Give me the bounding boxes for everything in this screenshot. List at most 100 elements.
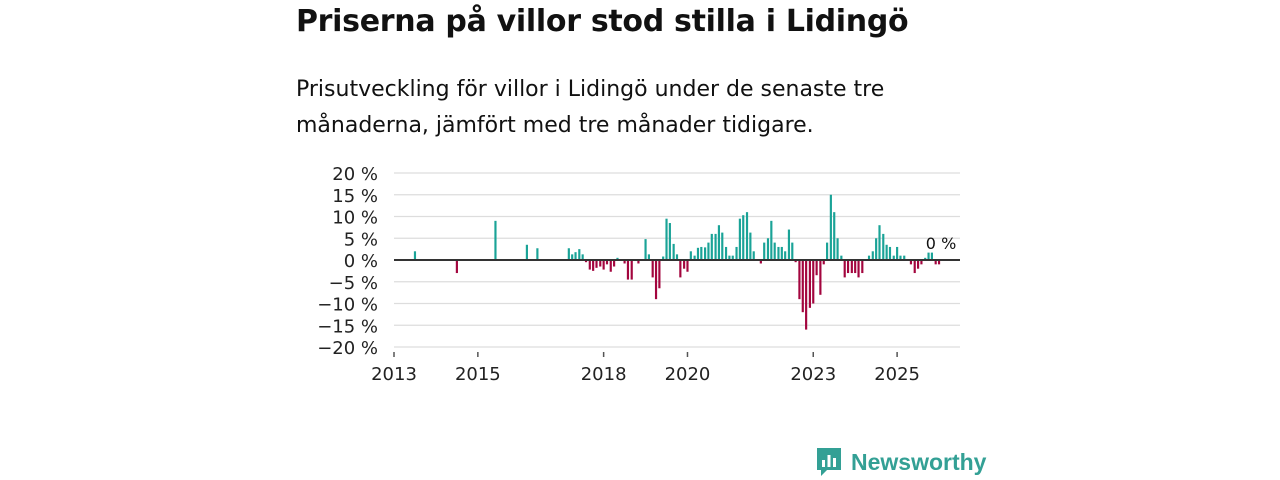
- bar: [805, 260, 808, 330]
- bar: [766, 238, 770, 260]
- bar: [630, 260, 633, 280]
- bar: [798, 260, 801, 300]
- bar: [735, 246, 738, 260]
- bar: [704, 247, 707, 260]
- bar: [808, 260, 811, 308]
- newsworthy-logo: Newsworthy: [815, 446, 986, 478]
- bar: [826, 242, 829, 260]
- x-tick-label: 2025: [874, 364, 920, 385]
- bar: [455, 260, 458, 274]
- y-tick-label: −20 %: [317, 338, 378, 359]
- bar: [903, 255, 906, 260]
- bar: [794, 260, 797, 263]
- x-axis: 2013 2015 2018 2020 2023 2025: [371, 352, 920, 385]
- gridlines: [394, 172, 960, 348]
- bar: [683, 260, 686, 269]
- y-tick-label: 0 %: [344, 251, 378, 272]
- bar: [763, 242, 766, 260]
- bar: [707, 242, 710, 260]
- bar: [738, 218, 741, 260]
- bar: [924, 257, 927, 260]
- price-change-chart: 20 %15 %10 %5 %0 %−5 %−10 %−15 %−20 % 20…: [317, 164, 960, 385]
- bar: [595, 260, 598, 268]
- bar: [654, 260, 658, 300]
- bar: [861, 260, 864, 274]
- bar: [742, 215, 745, 260]
- bar: [934, 260, 937, 265]
- bar: [578, 249, 581, 260]
- bar: [896, 246, 899, 260]
- bar: [777, 246, 780, 260]
- bar: [689, 251, 692, 260]
- bar: [637, 260, 640, 264]
- chart-subtitle: Prisutveckling för villor i Lidingö unde…: [296, 77, 885, 138]
- bar: [413, 251, 417, 260]
- bar: [602, 260, 605, 270]
- bar: [571, 254, 574, 260]
- bars: [413, 194, 941, 330]
- bar: [700, 246, 703, 260]
- newsworthy-logo-icon: [817, 448, 841, 476]
- bar: [494, 220, 497, 260]
- bar: [567, 248, 570, 260]
- bar: [927, 252, 930, 260]
- bar: [913, 260, 916, 274]
- bar: [724, 246, 728, 260]
- bar: [850, 260, 853, 274]
- bar: [574, 252, 577, 260]
- bar: [675, 254, 679, 260]
- bar: [626, 260, 630, 280]
- bar: [822, 260, 825, 265]
- bar: [644, 239, 647, 260]
- bar: [584, 260, 588, 263]
- bar: [791, 242, 794, 260]
- bar: [647, 254, 650, 260]
- bar: [759, 260, 762, 264]
- x-tick-label: 2023: [790, 364, 836, 385]
- bar: [836, 238, 839, 260]
- bar: [843, 260, 846, 278]
- bar: [899, 255, 902, 260]
- bar: [892, 255, 895, 260]
- bar: [888, 246, 892, 260]
- y-tick-label: 15 %: [332, 186, 378, 207]
- bar: [686, 260, 689, 272]
- bar: [846, 260, 850, 274]
- bar: [752, 251, 755, 260]
- bar: [605, 260, 609, 265]
- bar: [581, 254, 584, 260]
- bar: [916, 260, 920, 269]
- bar: [668, 223, 671, 260]
- bar: [616, 257, 619, 260]
- bar: [833, 212, 836, 260]
- bar: [714, 233, 717, 260]
- x-tick-label: 2018: [581, 364, 627, 385]
- bar: [930, 252, 933, 260]
- bar: [812, 260, 815, 304]
- bar: [801, 260, 804, 313]
- bar: [696, 247, 700, 260]
- x-tick-label: 2020: [665, 364, 711, 385]
- y-axis-labels: 20 %15 %10 %5 %0 %−5 %−10 %−15 %−20 %: [317, 164, 378, 359]
- bar: [920, 260, 923, 265]
- bar: [658, 260, 661, 289]
- bar: [651, 260, 654, 278]
- bar: [749, 232, 752, 260]
- bar: [829, 194, 832, 260]
- y-tick-label: 10 %: [332, 208, 378, 229]
- chart-title: Priserna på villor stod stilla i Lidingö: [296, 4, 909, 39]
- bar: [662, 256, 665, 260]
- bar: [745, 212, 749, 260]
- bar: [588, 260, 591, 270]
- bar: [871, 251, 874, 260]
- bar: [693, 255, 696, 260]
- bar: [679, 260, 682, 278]
- bar: [609, 260, 612, 272]
- bar: [857, 260, 860, 278]
- brand-name: Newsworthy: [851, 448, 987, 475]
- bar: [613, 260, 616, 267]
- bar: [770, 220, 773, 260]
- bar: [878, 225, 881, 260]
- y-tick-label: −5 %: [329, 273, 378, 294]
- bar: [819, 260, 822, 295]
